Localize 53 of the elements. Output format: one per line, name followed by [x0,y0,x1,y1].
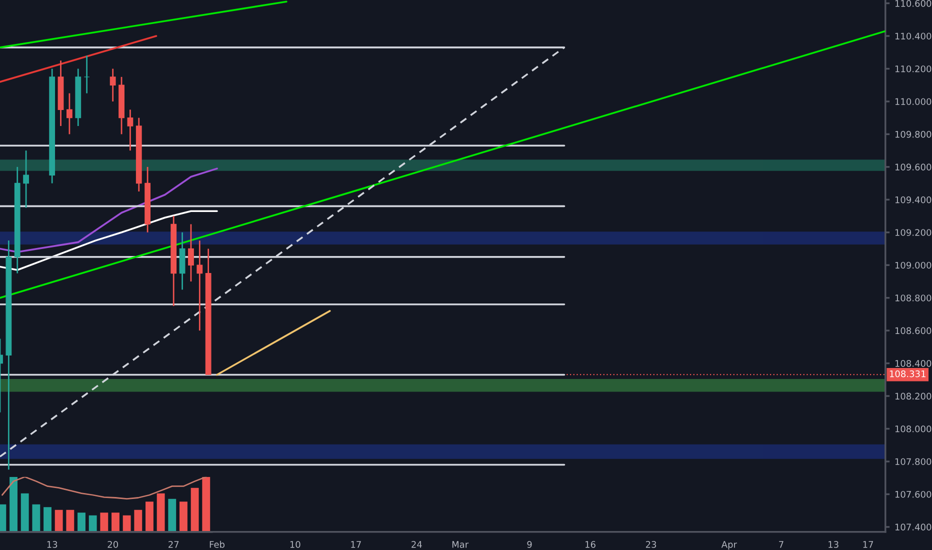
x-tick-label: 27 [168,541,179,548]
y-tick-label: 110.600 [895,0,932,7]
bar [180,502,188,532]
x-tick-label: 17 [863,541,874,548]
x-tick-label: 24 [412,541,422,548]
y-tick-label: 108.200 [895,392,932,400]
y-tick-label: 109.600 [895,164,932,170]
y-tick-label: 108.400 [895,360,932,367]
bar [134,510,142,532]
x-tick-label: 10 [290,541,300,548]
y-tick-label: 107.600 [895,490,932,498]
x-tick-label: Feb [210,540,225,548]
bar [202,476,210,532]
y-tick-label: 110.000 [895,98,932,106]
bar [112,512,120,532]
bar [44,507,52,532]
bar [156,493,165,532]
bar [146,502,154,532]
line-series [0,168,218,253]
x-tick-label: 23 [646,541,656,548]
y-tick-label: 109.400 [895,196,932,204]
y-tick-label: 107.400 [895,524,932,530]
bar [78,512,86,532]
bar [20,493,29,532]
y-tick-label: 108.600 [895,327,932,334]
y-tick-label: 108.000 [895,425,932,432]
line-series [0,210,218,271]
y-tick-label: 109.000 [895,262,932,269]
x-tick-label: Apr [721,541,737,550]
x-tick-label: 13 [47,541,58,548]
y-tick-label: 107.800 [895,458,932,466]
x-tick-label: 16 [586,541,596,548]
bar [100,512,108,532]
bar [168,498,176,532]
ref-line-label: 108.331 [890,370,926,378]
bar [190,488,199,532]
x-tick-label: 9 [527,541,532,548]
bar [66,510,74,532]
x-tick-label: 13 [828,541,838,548]
bar [10,476,18,532]
x-tick-label: 17 [351,541,361,548]
y-tick-label: 110.400 [895,32,932,40]
bar [54,510,63,532]
y-tick-label: 109.800 [895,130,932,138]
x-tick-label: Mar [452,541,469,548]
x-tick-label: 20 [108,541,118,548]
y-tick-label: 110.200 [895,65,932,72]
y-tick-label: 109.200 [895,229,932,236]
y-tick-label: 108.800 [895,294,932,302]
bar [88,515,97,532]
bar [32,504,40,532]
bar [122,515,131,532]
x-tick-label: 7 [779,541,784,548]
